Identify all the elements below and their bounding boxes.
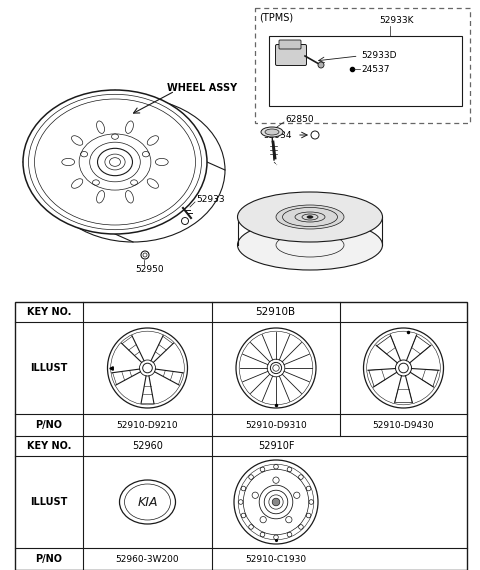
Text: 52933K: 52933K (380, 16, 414, 25)
Ellipse shape (265, 129, 279, 135)
Text: 52933: 52933 (196, 196, 225, 205)
Circle shape (363, 328, 444, 408)
Text: 52910-C1930: 52910-C1930 (245, 555, 307, 564)
Text: 52960-3W200: 52960-3W200 (116, 555, 180, 564)
Circle shape (270, 363, 282, 373)
Text: P/NO: P/NO (36, 420, 62, 430)
FancyBboxPatch shape (276, 44, 307, 66)
Text: WHEEL ASSY: WHEEL ASSY (167, 83, 237, 93)
Text: 52933D: 52933D (361, 51, 397, 60)
Text: 52910-D9310: 52910-D9310 (245, 421, 307, 430)
Text: ILLUST: ILLUST (30, 497, 68, 507)
Circle shape (234, 460, 318, 544)
Text: 62850: 62850 (285, 116, 313, 124)
Text: 52934: 52934 (263, 131, 291, 140)
Text: 52910F: 52910F (258, 441, 294, 451)
Circle shape (318, 62, 324, 68)
Text: KIA: KIA (137, 495, 158, 508)
Text: KEY NO.: KEY NO. (27, 307, 71, 317)
Text: 52910-D9430: 52910-D9430 (372, 421, 434, 430)
Circle shape (108, 328, 188, 408)
Ellipse shape (238, 220, 383, 270)
Ellipse shape (261, 127, 283, 137)
Ellipse shape (307, 216, 313, 218)
Bar (255, 8, 470, 123)
Text: ILLUST: ILLUST (30, 363, 68, 373)
Text: 24537: 24537 (361, 64, 390, 74)
Text: KEY NO.: KEY NO. (27, 441, 71, 451)
Text: 52960: 52960 (132, 441, 163, 451)
Circle shape (143, 363, 152, 373)
Text: P/NO: P/NO (36, 554, 62, 564)
Circle shape (399, 363, 408, 373)
Ellipse shape (23, 90, 207, 234)
Text: (TPMS): (TPMS) (259, 13, 293, 23)
Bar (15, 302, 467, 570)
Circle shape (272, 498, 280, 506)
Circle shape (236, 328, 316, 408)
Bar (269, 36, 462, 106)
Ellipse shape (238, 192, 383, 242)
Text: 52910B: 52910B (255, 307, 295, 317)
FancyBboxPatch shape (279, 40, 301, 49)
Ellipse shape (276, 205, 344, 229)
Text: 52950: 52950 (135, 266, 164, 275)
Text: 52910-D9210: 52910-D9210 (117, 421, 178, 430)
